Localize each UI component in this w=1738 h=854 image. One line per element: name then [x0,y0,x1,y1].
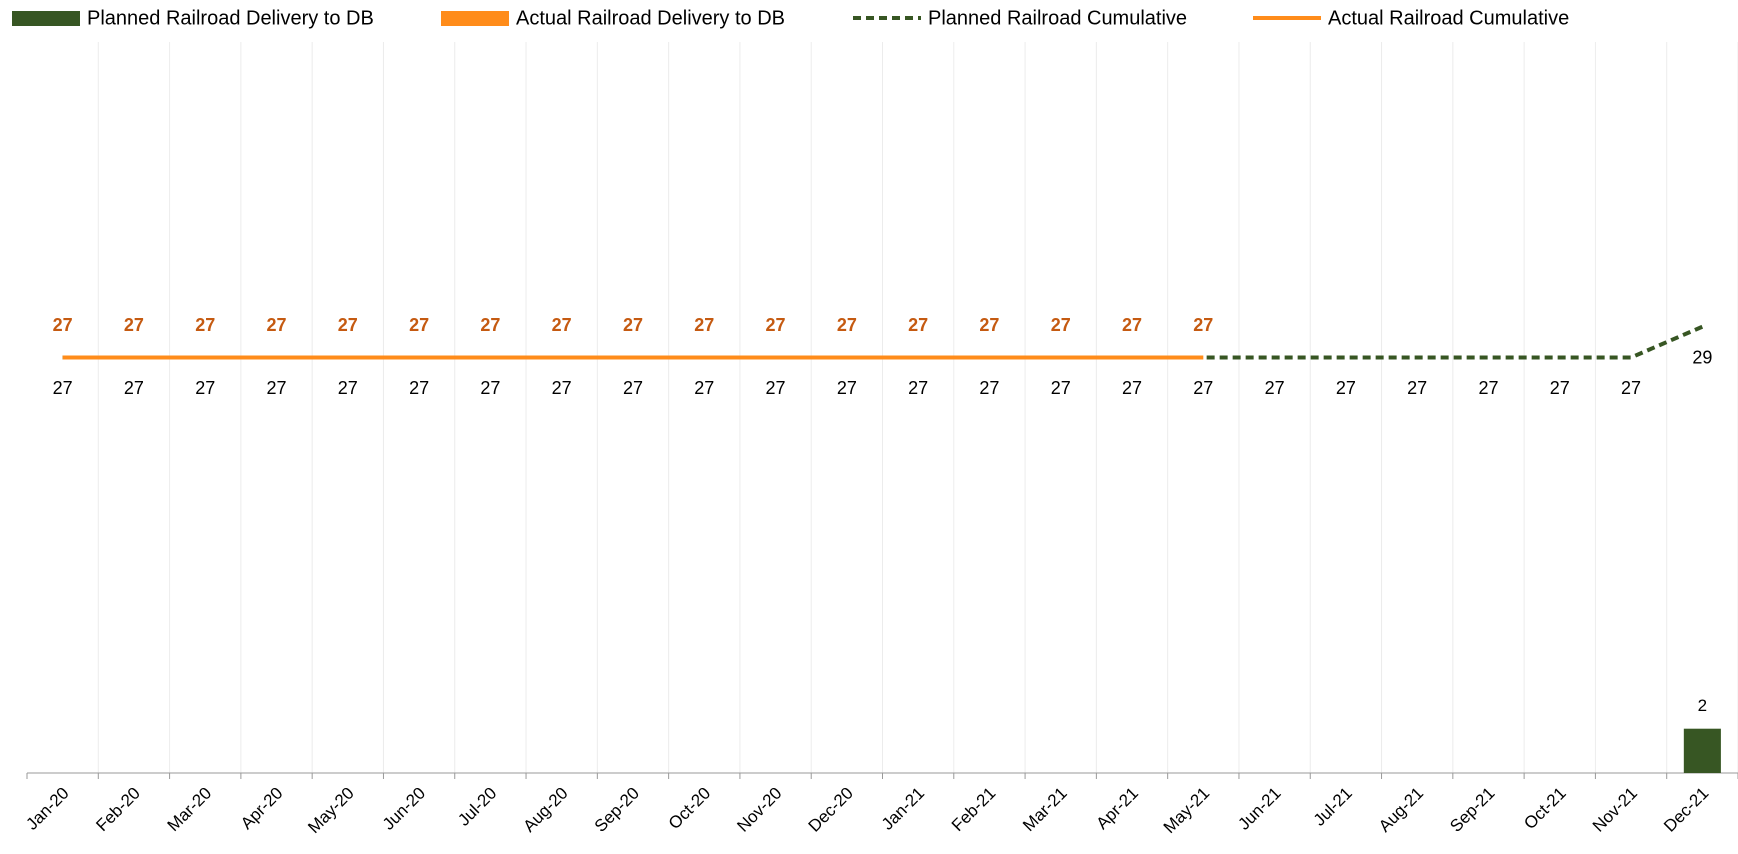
x-tick-label: Mar-20 [164,784,216,836]
x-tick-label: Jan-20 [22,784,72,834]
x-tick-label: Nov-21 [1589,784,1641,836]
data-label: 27 [1122,315,1142,335]
x-tick-label: Apr-20 [237,784,287,834]
data-label: 27 [837,378,857,398]
data-label: 27 [1193,315,1213,335]
data-label: 27 [694,315,714,335]
x-tick-label: Dec-21 [1660,784,1712,836]
legend-swatch [441,11,509,26]
data-label: 27 [552,378,572,398]
data-label: 27 [338,315,358,335]
data-label: 27 [480,315,500,335]
x-tick-label: Dec-20 [805,784,857,836]
data-label: 27 [908,378,928,398]
data-label: 27 [409,378,429,398]
data-label: 27 [1621,378,1641,398]
x-tick-label: Nov-20 [733,784,785,836]
data-label: 27 [409,315,429,335]
bar [1683,728,1721,773]
x-tick-label: Feb-21 [948,784,1000,836]
data-label: 27 [124,378,144,398]
x-tick-label: May-21 [1160,784,1214,838]
data-label: 27 [1193,378,1213,398]
data-label: 27 [124,315,144,335]
data-label: 27 [979,378,999,398]
data-label: 27 [1550,378,1570,398]
data-label: 27 [338,378,358,398]
data-label: 2 [1698,696,1707,715]
x-tick-label: Jul-20 [454,784,500,830]
data-label: 27 [694,378,714,398]
data-label: 27 [623,378,643,398]
data-label: 27 [1265,378,1285,398]
data-label: 27 [1051,378,1071,398]
data-label: 27 [195,378,215,398]
data-label: 27 [623,315,643,335]
data-label: 29 [1692,347,1712,367]
x-tick-label: Feb-20 [92,784,144,836]
x-tick-label: Aug-20 [519,784,571,836]
data-label: 27 [53,315,73,335]
data-label: 27 [1336,378,1356,398]
legend-label: Planned Railroad Delivery to DB [87,7,374,29]
data-label: 27 [1407,378,1427,398]
data-label: 27 [979,315,999,335]
data-label: 27 [1478,378,1498,398]
legend-label: Actual Railroad Cumulative [1328,7,1569,29]
x-tick-label: Mar-21 [1019,784,1071,836]
data-label: 27 [195,315,215,335]
data-label: 27 [267,315,287,335]
data-label: 27 [552,315,572,335]
data-label: 27 [53,378,73,398]
x-tick-label: Jun-21 [1234,784,1284,834]
x-tick-label: Oct-21 [1520,784,1570,834]
data-label: 27 [766,378,786,398]
data-label: 27 [908,315,928,335]
data-label: 27 [837,315,857,335]
data-label: 27 [480,378,500,398]
x-tick-label: Aug-21 [1375,784,1427,836]
data-label: 27 [766,315,786,335]
x-tick-label: Apr-21 [1093,784,1143,834]
data-label: 27 [1122,378,1142,398]
legend-label: Planned Railroad Cumulative [928,7,1187,29]
x-tick-label: Jan-21 [878,784,928,834]
legend: Planned Railroad Delivery to DB Actual Ra… [12,7,1569,29]
data-label: 27 [267,378,287,398]
x-tick-label: May-20 [304,784,358,838]
legend-swatch [12,11,80,26]
data-label: 27 [1051,315,1071,335]
x-tick-label: Jul-21 [1310,784,1356,830]
x-tick-label: Oct-20 [665,784,715,834]
legend-label: Actual Railroad Delivery to DB [516,7,785,29]
x-tick-label: Sep-21 [1446,784,1498,836]
x-tick-label: Jun-20 [379,784,429,834]
x-tick-label: Sep-20 [591,784,643,836]
